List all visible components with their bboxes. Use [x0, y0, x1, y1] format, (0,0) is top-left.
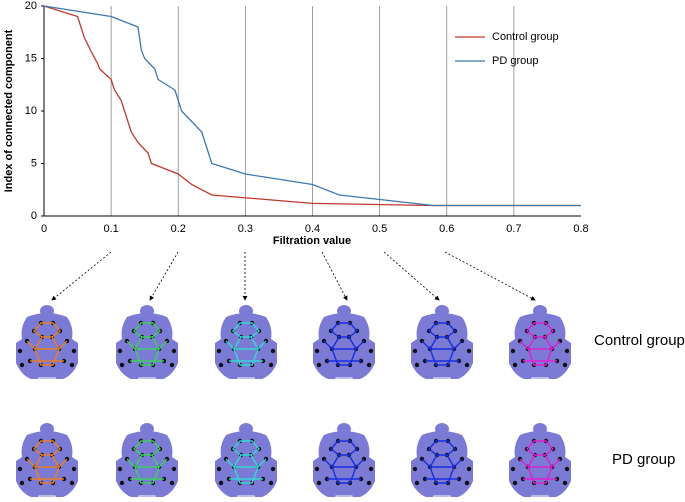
x-tick-label: 0.7 [506, 223, 521, 235]
row-label: Control group [594, 332, 685, 349]
arrows [51, 251, 536, 301]
y-tick-label: 10 [25, 105, 37, 117]
series-line [43, 5, 581, 207]
legend-label: PD group [492, 55, 538, 67]
brain-row-control [15, 304, 572, 383]
y-tick-label: 5 [31, 157, 37, 169]
x-tick-label: 0.2 [171, 223, 186, 235]
x-tick-label: 0.5 [372, 223, 387, 235]
row-label: PD group [612, 451, 675, 468]
x-tick-label: 0.4 [305, 223, 320, 235]
y-tick-label: 0 [31, 210, 37, 222]
series-line [43, 5, 581, 207]
x-tick-label: 0.8 [573, 223, 588, 235]
y-tick-label: 15 [25, 52, 37, 64]
x-tick-label: 0 [41, 223, 47, 235]
legend-label: Control group [492, 31, 559, 43]
x-tick-label: 0.3 [238, 223, 253, 235]
x-tick-label: 0.1 [103, 223, 118, 235]
brain-row-pd [15, 422, 572, 501]
x-tick-label: 0.6 [439, 223, 454, 235]
x-axis-title: Filtration value [273, 235, 351, 247]
y-tick-label: 20 [25, 0, 37, 12]
y-axis-title: Index of connected component [3, 29, 15, 192]
